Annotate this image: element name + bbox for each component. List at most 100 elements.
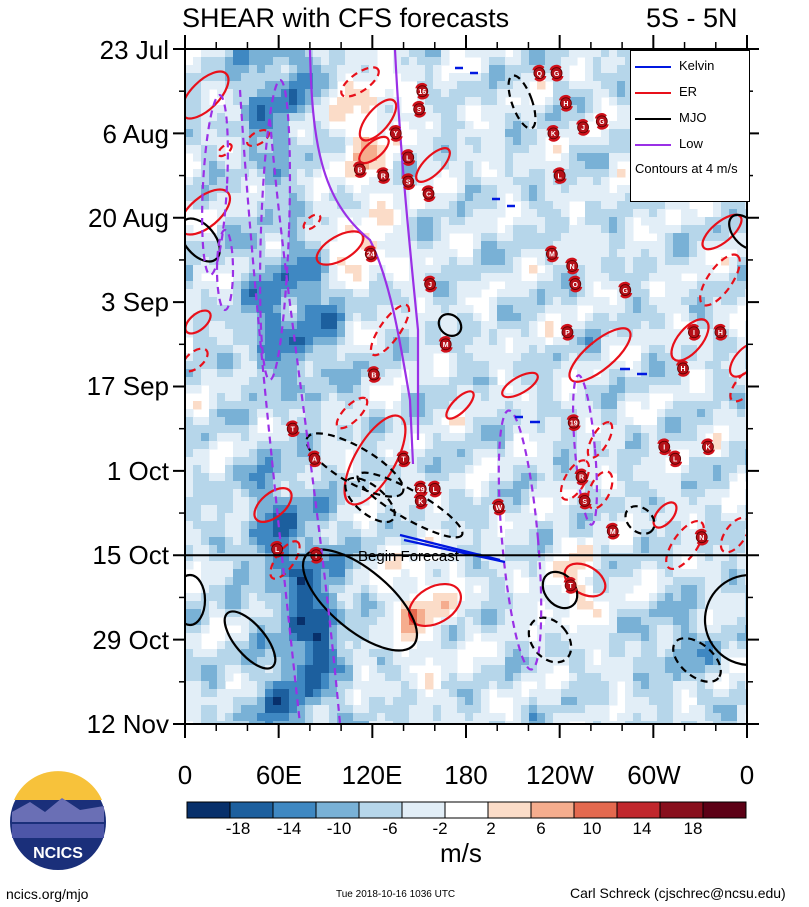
colorbar-units: m/s [440, 838, 482, 868]
y-tick-label: 15 Oct [92, 540, 169, 570]
x-tick-label: 120W [526, 760, 594, 790]
colorbar-tick-label: -18 [225, 819, 251, 838]
storm-label: L [558, 173, 563, 180]
contour-ellipse [356, 471, 464, 539]
footer-timestamp: Tue 2018-10-16 1036 UTC [336, 889, 456, 900]
begin-forecast-label: Begin Forecast [358, 548, 459, 565]
storm-marker: O [568, 275, 583, 293]
colorbar-tick-label: -6 [382, 819, 398, 838]
colorbar-tick-label: -14 [276, 819, 302, 838]
colorbar-swatch [487, 801, 532, 819]
storm-marker: S [577, 492, 592, 510]
colorbar-tick-label: 6 [536, 819, 546, 838]
storm-label: L [673, 457, 678, 464]
storm-marker: L [552, 167, 567, 184]
logo-sky [14, 771, 102, 800]
storm-label: L [406, 155, 411, 162]
x-tick-label: 180 [444, 760, 488, 790]
legend-label: Kelvin [679, 58, 715, 73]
contour-line [403, 538, 506, 564]
storm-marker: B [352, 161, 367, 178]
storm-marker: R [376, 167, 391, 184]
storm-marker: K [546, 125, 561, 142]
contour-ellipse [501, 371, 539, 399]
contour-ellipse [699, 253, 741, 307]
storm-marker: H [558, 94, 573, 112]
chart-title: SHEAR with CFS forecasts [182, 3, 510, 33]
y-tick-label: 17 Sep [86, 371, 169, 401]
legend-label: ER [679, 84, 698, 99]
y-tick-label: 12 Nov [86, 709, 169, 739]
contour-ellipse [497, 409, 543, 671]
storm-label: S [406, 179, 411, 186]
x-tick-label: 0 [739, 760, 755, 790]
storm-label: S [417, 107, 422, 114]
y-tick-label: 23 Jul [99, 35, 169, 65]
colorbar-swatch [229, 801, 274, 819]
storm-label: P [565, 330, 570, 337]
contour-ellipse [185, 70, 230, 120]
colorbar-tick-label: 10 [582, 819, 602, 838]
storm-marker: J [576, 119, 591, 136]
contour-ellipse [670, 318, 710, 362]
contour-ellipse [672, 637, 722, 683]
storm-marker: G [618, 281, 633, 299]
colorbar-swatch [616, 801, 661, 819]
colorbar-swatch [702, 801, 747, 819]
storm-marker: C [421, 185, 436, 202]
storm-marker: H [675, 360, 690, 377]
storm-label: G [554, 71, 560, 78]
storm-label: 16 [418, 89, 426, 96]
storm-marker: L [668, 450, 683, 468]
storm-label: H [718, 330, 723, 337]
logo-water [12, 824, 104, 838]
storm-label: G [623, 288, 629, 295]
colorbar-tick-label: -10 [326, 819, 352, 838]
contour-ellipse [445, 390, 475, 420]
x-tick-label: 120E [341, 760, 403, 790]
storm-marker: R [574, 468, 589, 486]
storm-marker: Y [388, 125, 403, 142]
ncics-logo-icon [10, 771, 106, 870]
storm-label: K [418, 499, 423, 506]
contour-ellipse [215, 228, 235, 312]
storm-label: T [401, 457, 406, 464]
shear-heatmap [185, 49, 747, 724]
storm-markers: 16 S Y B L R S C 24 J M B T A T 29 L K W L I T Q G H K J G L M N O G P I H H… [270, 64, 728, 594]
legend-swatch-mjo [635, 118, 671, 120]
storm-label: R [579, 475, 584, 482]
contour-ellipse [527, 616, 573, 664]
contour-ellipse [701, 213, 743, 251]
contour-ellipse [665, 519, 705, 571]
storm-label: K [705, 445, 710, 452]
storm-label: W [495, 505, 502, 512]
storm-marker: 24 [363, 245, 378, 263]
contour-ellipse [415, 147, 451, 183]
colorbar-tick-label: 18 [683, 819, 703, 838]
contour-ellipse [358, 98, 398, 142]
storm-label: M [549, 252, 555, 259]
contour-ellipse [703, 573, 747, 667]
contour-ellipse [586, 421, 614, 459]
contour-ellipse [344, 476, 396, 524]
storm-label: L [275, 547, 280, 554]
footer-author: Carl Schreck (cjschrec@ncsu.edu) [570, 885, 786, 901]
storm-marker: J [423, 275, 438, 293]
storm-label: J [428, 282, 432, 289]
storm-label: M [610, 529, 616, 536]
colorbar-swatch [444, 801, 489, 819]
contour-ellipse [728, 342, 747, 378]
colorbar-swatch [573, 801, 618, 819]
storm-marker: M [605, 522, 620, 540]
storm-marker: P [560, 323, 575, 341]
storm-label: G [599, 119, 605, 126]
storm-label: 19 [570, 420, 578, 427]
legend-note: Contours at 4 m/s [635, 161, 738, 176]
storm-label: I [663, 445, 665, 452]
storm-label: T [568, 583, 573, 590]
colorbar-tick-label: 14 [632, 819, 652, 838]
storm-marker: 19 [566, 414, 581, 431]
storm-marker: I [686, 323, 701, 341]
storm-marker: I [657, 438, 672, 456]
